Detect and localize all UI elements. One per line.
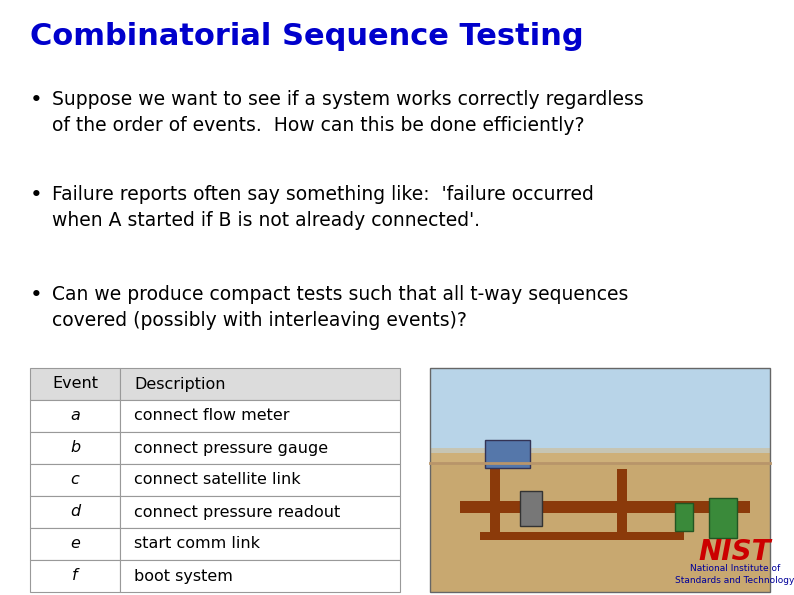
Text: d: d <box>70 505 80 519</box>
Text: connect pressure gauge: connect pressure gauge <box>134 440 328 456</box>
Text: c: c <box>71 472 79 487</box>
Text: start comm link: start comm link <box>134 537 260 552</box>
Bar <box>460 501 750 513</box>
Bar <box>675 503 693 531</box>
Bar <box>30 432 120 464</box>
Bar <box>120 432 400 464</box>
Text: Failure reports often say something like:  'failure occurred
when A started if B: Failure reports often say something like… <box>52 185 594 230</box>
Text: National Institute of
Standards and Technology: National Institute of Standards and Tech… <box>676 564 794 585</box>
Text: Suppose we want to see if a system works correctly regardless
of the order of ev: Suppose we want to see if a system works… <box>52 90 644 134</box>
Bar <box>480 532 684 540</box>
Bar <box>430 453 770 592</box>
Bar <box>120 560 400 592</box>
Bar <box>30 464 120 496</box>
Text: Combinatorial Sequence Testing: Combinatorial Sequence Testing <box>30 22 584 51</box>
Text: •: • <box>30 185 43 205</box>
Bar <box>30 528 120 560</box>
Text: •: • <box>30 90 43 110</box>
Text: b: b <box>70 440 80 456</box>
Bar <box>120 368 400 400</box>
Bar <box>520 491 542 526</box>
Text: NIST: NIST <box>699 538 771 566</box>
Text: connect pressure readout: connect pressure readout <box>134 505 341 519</box>
Bar <box>617 469 627 536</box>
Text: connect satellite link: connect satellite link <box>134 472 301 487</box>
Text: Event: Event <box>52 377 98 392</box>
Bar <box>430 368 770 592</box>
Text: connect flow meter: connect flow meter <box>134 409 290 424</box>
Bar <box>30 400 120 432</box>
Text: •: • <box>30 285 43 305</box>
Bar <box>120 400 400 432</box>
Bar <box>120 464 400 496</box>
Text: Can we produce compact tests such that all t-way sequences
covered (possibly wit: Can we produce compact tests such that a… <box>52 285 628 330</box>
Bar <box>709 498 737 538</box>
Text: a: a <box>70 409 80 424</box>
Text: f: f <box>72 568 78 584</box>
Bar <box>490 462 500 540</box>
Text: Description: Description <box>134 377 225 392</box>
Bar <box>430 368 770 453</box>
Text: e: e <box>70 537 80 552</box>
Bar <box>30 560 120 592</box>
Bar <box>30 496 120 528</box>
Bar <box>30 368 120 400</box>
Text: boot system: boot system <box>134 568 233 584</box>
Bar <box>120 528 400 560</box>
Bar <box>485 440 530 468</box>
Bar <box>430 448 770 463</box>
Bar <box>120 496 400 528</box>
